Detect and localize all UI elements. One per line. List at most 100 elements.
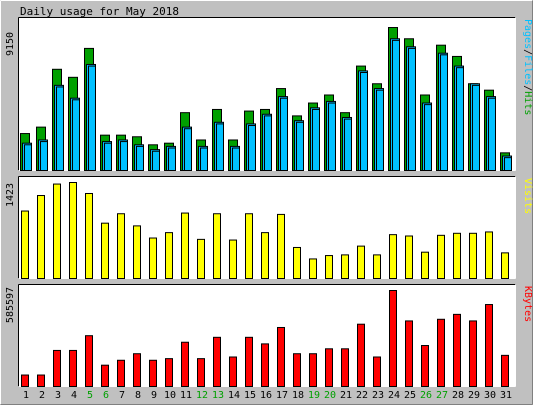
bar-kbytes-day-21 [341,348,349,388]
bar-kbytes-day-3 [53,349,61,387]
bar-visits-day-8 [133,225,141,280]
legend-entry-pages: Pages [522,19,533,49]
bar-kbytes-day-23 [373,356,381,387]
bar-kbytes-day-29 [469,320,477,388]
bar-pages-day-1 [24,144,32,171]
bar-pages-day-10 [168,147,176,171]
bar-pages-day-11 [184,128,192,171]
bar-kbytes-day-11 [181,341,189,388]
bar-visits-day-30 [485,231,493,279]
bar-visits-day-3 [53,183,61,279]
legend-entry-: / [522,85,533,91]
bar-pages-day-13 [216,123,224,171]
legend-entry-: / [522,49,533,55]
bar-kbytes-day-2 [37,374,45,388]
x-tick-label: 20 [324,390,336,401]
x-tick-label: 26 [420,390,432,401]
bar-pages-day-4 [72,99,80,171]
bar-visits-day-13 [213,213,221,279]
x-tick-label: 16 [260,390,272,401]
legend-entry-files: Files [522,55,533,85]
bar-visits-day-27 [437,234,445,279]
bar-visits-day-24 [389,234,397,280]
legend-entry-hits: Hits [522,91,533,115]
bar-pages-day-21 [344,118,352,171]
bar-visits-day-10 [165,232,173,280]
bar-pages-day-8 [136,145,144,172]
bar-visits-day-19 [309,258,317,279]
x-tick-label: 14 [228,390,240,401]
bar-visits-day-2 [37,195,45,280]
bar-pages-day-3 [56,86,64,171]
bar-visits-day-22 [357,245,365,279]
bar-visits-day-12 [197,238,205,279]
bar-kbytes-day-13 [213,336,221,388]
bar-pages-day-19 [312,108,320,171]
x-tick-label: 30 [484,390,496,401]
bar-kbytes-day-15 [245,336,253,388]
panel-middle-legend: Visits [522,178,533,214]
bar-pages-day-12 [200,147,208,171]
bar-visits-day-29 [469,232,477,279]
bar-kbytes-day-30 [485,304,493,388]
bar-pages-day-26 [424,104,432,171]
panel-middle-max-label: 1423 [5,183,16,207]
bar-visits-day-28 [453,232,461,279]
bar-kbytes-day-24 [389,290,397,387]
x-tick-label: 29 [468,390,480,401]
panel-top-max-label: 9150 [5,32,16,56]
panel-middle: 1423 Visits [5,176,533,280]
bar-kbytes-day-16 [261,343,269,387]
bar-kbytes-day-1 [21,374,29,388]
bar-kbytes-day-18 [293,353,301,388]
x-tick-label: 11 [180,390,192,401]
bar-kbytes-day-17 [277,326,285,388]
bar-kbytes-day-31 [501,354,509,387]
bar-visits-day-31 [501,252,509,279]
bar-visits-day-26 [421,251,429,280]
panel-top: 9150 Pages/Files/Hits [5,17,533,172]
bar-visits-day-20 [325,255,333,280]
x-tick-label: 6 [103,390,109,401]
bar-kbytes-day-8 [133,353,141,388]
x-tick-label: 17 [276,390,288,401]
bar-kbytes-day-4 [69,349,77,387]
bar-pages-day-5 [88,65,96,171]
bar-kbytes-day-25 [405,320,413,388]
x-tick-label: 25 [404,390,416,401]
bar-kbytes-day-6 [101,364,109,387]
bar-pages-day-18 [296,121,304,171]
bar-pages-day-16 [264,115,272,172]
x-tick-label: 10 [164,390,176,401]
bar-kbytes-day-5 [85,335,93,387]
bar-pages-day-20 [328,102,336,171]
bar-visits-day-16 [261,232,269,280]
x-tick-label: 31 [500,390,512,401]
bar-pages-day-15 [248,125,256,172]
bar-pages-day-2 [40,141,48,172]
bar-pages-day-17 [280,97,288,171]
bar-visits-day-23 [373,254,381,279]
bar-kbytes-day-12 [197,358,205,388]
bar-pages-day-24 [392,39,400,171]
bar-kbytes-day-26 [421,345,429,387]
bar-pages-day-25 [408,47,416,171]
bar-pages-day-9 [152,150,160,172]
bar-pages-day-22 [360,72,368,171]
bar-kbytes-day-7 [117,359,125,387]
bar-pages-day-23 [376,89,384,171]
x-tick-label: 13 [212,390,224,401]
bar-kbytes-day-9 [149,359,157,387]
bar-visits-day-9 [149,237,157,280]
x-tick-label: 24 [388,390,400,401]
bar-pages-day-7 [120,141,128,172]
chart-title: Daily usage for May 2018 [20,5,179,18]
bar-kbytes-day-27 [437,318,445,387]
bar-pages-day-27 [440,54,448,172]
bar-visits-day-11 [181,212,189,280]
bar-visits-day-18 [293,246,301,279]
bar-visits-day-1 [21,210,29,279]
bar-visits-day-7 [117,213,125,279]
x-tick-label: 2 [39,390,45,401]
